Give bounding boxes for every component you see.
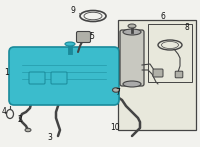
Text: 10: 10: [110, 123, 120, 132]
Ellipse shape: [84, 12, 102, 20]
FancyBboxPatch shape: [51, 72, 67, 84]
FancyBboxPatch shape: [175, 71, 183, 78]
Text: 5: 5: [90, 31, 94, 41]
Ellipse shape: [123, 29, 141, 35]
FancyBboxPatch shape: [120, 30, 144, 86]
Text: 6: 6: [161, 11, 165, 20]
FancyBboxPatch shape: [76, 31, 90, 42]
Text: 9: 9: [71, 5, 75, 15]
Text: 1: 1: [5, 67, 9, 76]
Text: 4: 4: [2, 107, 6, 117]
Ellipse shape: [112, 88, 120, 92]
Ellipse shape: [162, 41, 179, 49]
Bar: [118, 20, 196, 130]
Ellipse shape: [123, 81, 141, 87]
FancyBboxPatch shape: [29, 72, 45, 84]
Text: 2: 2: [18, 116, 22, 125]
Ellipse shape: [65, 42, 75, 46]
Bar: [148, 24, 192, 82]
Text: 8: 8: [185, 22, 189, 31]
Ellipse shape: [25, 128, 31, 132]
Text: 7: 7: [116, 87, 120, 96]
Ellipse shape: [128, 24, 136, 28]
Text: 3: 3: [48, 133, 52, 142]
FancyBboxPatch shape: [9, 47, 119, 105]
FancyBboxPatch shape: [153, 69, 163, 77]
